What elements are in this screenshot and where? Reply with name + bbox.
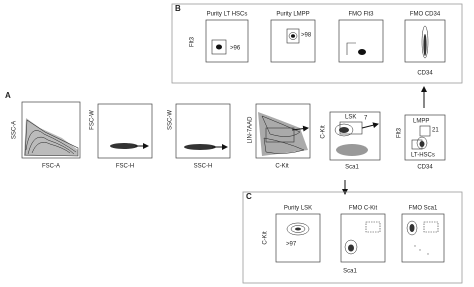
contour	[334, 123, 354, 137]
population	[216, 44, 222, 50]
contour	[263, 137, 305, 154]
plot	[404, 114, 446, 161]
plot-title: Purity LSK	[284, 206, 312, 212]
plot	[340, 213, 386, 263]
plot-title: FMO Sca1	[409, 206, 438, 212]
population	[339, 127, 349, 133]
contour	[31, 142, 71, 154]
y-axis-label: FSC-W	[90, 110, 96, 130]
plot	[401, 213, 445, 263]
gate	[423, 221, 439, 233]
gate-label: >98	[301, 33, 312, 39]
contour	[344, 239, 358, 255]
x-axis-label: Sca1	[343, 269, 357, 275]
gate-label: >96	[230, 46, 241, 52]
population	[423, 34, 427, 56]
plot-title: Purity LMPP	[276, 12, 309, 18]
panel-c-box	[242, 191, 463, 284]
population	[184, 144, 216, 150]
gate-label: LMPP	[413, 119, 429, 125]
arrow	[361, 122, 379, 129]
y-axis-label: Flt3	[397, 127, 403, 138]
contour	[27, 136, 75, 155]
gate	[211, 39, 227, 55]
plot	[338, 19, 384, 63]
gate	[346, 42, 356, 55]
plot	[270, 19, 316, 63]
dot	[419, 249, 421, 251]
y-axis-label: C-Kit	[321, 125, 327, 139]
gate-label: >97	[286, 242, 297, 248]
x-axis-label: CD34	[417, 165, 433, 171]
arrow	[291, 125, 309, 132]
contour	[416, 136, 428, 150]
x-axis-label: Sca1	[345, 165, 359, 171]
population	[336, 144, 368, 156]
plot	[275, 213, 321, 263]
population	[419, 141, 425, 147]
contour	[290, 225, 306, 233]
contour	[406, 220, 418, 236]
population	[358, 49, 366, 55]
y-axis-label: SSC-A	[12, 121, 18, 139]
plot-title: FMO CD34	[410, 12, 441, 18]
plot-title: Purity LT HSCs	[207, 12, 248, 18]
plot-title: FMO Flt3	[349, 12, 375, 18]
contour	[261, 115, 301, 137]
population	[409, 224, 415, 232]
population	[348, 244, 354, 252]
gate	[286, 28, 300, 44]
gate-label: 7	[364, 116, 368, 122]
gate	[419, 125, 431, 137]
dot	[427, 253, 429, 255]
plot-title: FMO C-Kit	[349, 206, 378, 212]
panel-label: B	[175, 4, 181, 13]
x-axis-label: FSC-A	[42, 164, 60, 170]
panel-label: A	[5, 91, 11, 100]
gate-label: LSK	[345, 115, 356, 121]
population	[295, 227, 301, 231]
y-axis-label: C-Kit	[263, 231, 269, 245]
x-axis-label: SSC-H	[194, 164, 213, 170]
x-axis-label: FSC-H	[116, 164, 134, 170]
population	[291, 34, 295, 38]
x-axis-label: C-Kit	[275, 164, 289, 170]
y-axis-label: SSC-W	[168, 110, 174, 130]
population	[258, 112, 308, 156]
panel-b-box	[171, 3, 463, 84]
contour	[25, 130, 77, 153]
population	[288, 32, 298, 40]
dot	[414, 245, 416, 247]
gate	[265, 127, 295, 143]
population	[110, 143, 138, 149]
gate	[365, 221, 381, 233]
contour	[286, 222, 310, 236]
panel-label: C	[246, 192, 252, 201]
gate-label: LT-HSCs	[411, 153, 435, 159]
population	[421, 25, 429, 59]
gate-label: 21	[432, 128, 439, 134]
plot	[97, 103, 153, 159]
gate	[24, 119, 79, 157]
y-axis-label: LIN-7AAD	[248, 116, 254, 144]
plot	[205, 19, 249, 63]
y-axis-label: Flt3	[190, 36, 196, 47]
x-axis-label: CD34	[417, 71, 433, 77]
